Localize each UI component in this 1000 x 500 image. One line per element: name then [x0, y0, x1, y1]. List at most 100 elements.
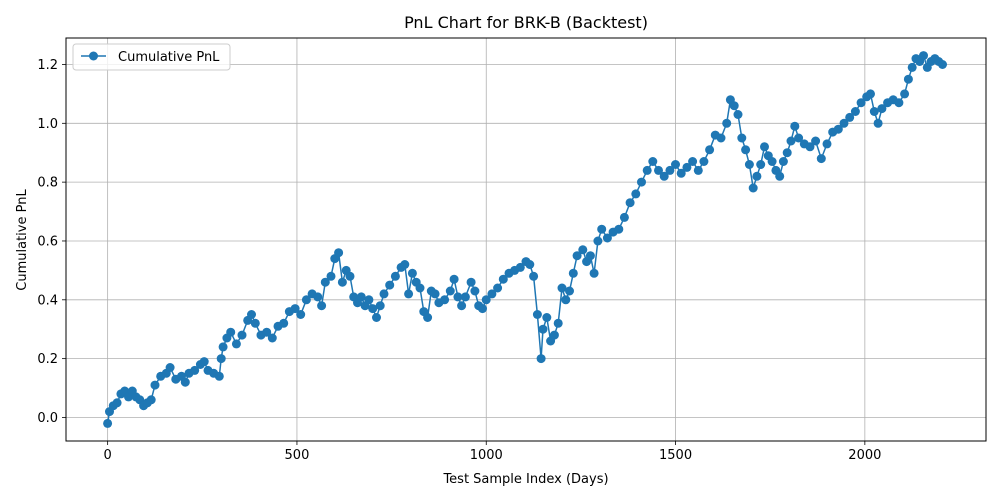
x-tick-label: 2000	[848, 448, 881, 463]
data-point	[415, 283, 425, 293]
data-point	[856, 98, 866, 108]
data-point	[247, 310, 256, 319]
data-point	[676, 168, 686, 178]
legend: Cumulative PnL	[72, 43, 231, 71]
data-point	[705, 145, 715, 155]
data-point	[460, 292, 470, 302]
data-point	[877, 104, 887, 114]
data-point	[326, 271, 336, 281]
data-point	[682, 162, 692, 172]
data-point	[850, 107, 860, 116]
data-point	[716, 133, 726, 143]
data-point	[320, 277, 330, 287]
data-point	[146, 395, 156, 405]
data-point	[693, 165, 703, 175]
data-point	[112, 398, 122, 408]
data-point	[453, 292, 463, 302]
data-point	[525, 260, 535, 269]
data-point	[869, 107, 879, 116]
data-point	[337, 277, 347, 287]
data-point	[216, 354, 226, 364]
data-point	[811, 136, 821, 146]
data-point	[493, 283, 503, 293]
y-axis-label: Cumulative PnL	[15, 189, 30, 291]
x-axis-label: Test Sample Index (Days)	[442, 472, 608, 487]
data-point	[631, 189, 641, 199]
data-point	[642, 165, 652, 175]
data-point	[756, 160, 766, 169]
data-point	[190, 365, 200, 375]
data-point	[538, 324, 548, 334]
data-point	[782, 148, 792, 158]
data-point	[237, 330, 247, 340]
data-point	[822, 139, 832, 149]
data-point	[744, 160, 754, 169]
data-point	[752, 171, 762, 181]
data-point	[498, 274, 508, 284]
data-point	[919, 51, 928, 61]
data-point	[794, 133, 804, 143]
data-point	[379, 289, 389, 299]
data-point	[593, 236, 603, 246]
data-point	[165, 363, 175, 372]
data-point	[313, 292, 323, 302]
data-point	[778, 157, 788, 166]
data-point	[625, 198, 635, 208]
data-point	[407, 268, 417, 278]
data-point	[440, 295, 450, 305]
ticks-layer: 0 500 1000 1500 2000 0.0 0.2 0.4 0.6 0.8 1.0 1.2	[37, 58, 881, 463]
data-point	[775, 171, 785, 181]
data-point	[231, 339, 241, 349]
data-point	[481, 295, 491, 305]
data-point	[529, 271, 539, 281]
data-point	[648, 157, 658, 166]
data-point	[449, 274, 459, 284]
data-point	[722, 118, 732, 128]
data-point	[372, 313, 381, 322]
data-point	[301, 295, 311, 305]
data-point	[614, 224, 624, 234]
data-point	[250, 318, 260, 328]
data-point	[536, 354, 546, 364]
data-point	[729, 101, 739, 111]
x-tick-label: 0	[104, 448, 112, 463]
data-point	[597, 224, 607, 234]
data-point	[786, 136, 796, 146]
data-point	[845, 112, 855, 122]
data-point	[585, 251, 595, 261]
data-point	[385, 280, 395, 290]
y-tick-label: 1.2	[37, 58, 58, 73]
data-point	[816, 154, 826, 164]
data-point	[542, 313, 552, 322]
data-point	[404, 289, 414, 299]
data-point	[214, 371, 224, 381]
legend-box	[72, 43, 231, 71]
data-point	[561, 295, 571, 305]
x-tick-label: 500	[285, 448, 310, 463]
data-point	[572, 251, 582, 261]
data-point	[279, 318, 289, 328]
data-point	[568, 268, 578, 278]
x-tick-label: 1000	[470, 448, 503, 463]
data-point	[445, 286, 455, 296]
data-point	[103, 418, 113, 428]
data-point	[873, 118, 883, 128]
data-point	[619, 212, 629, 222]
data-point	[637, 177, 646, 187]
data-point	[487, 289, 497, 299]
data-point	[375, 301, 385, 311]
data-point	[150, 380, 160, 390]
chart-title: PnL Chart for BRK-B (Backtest)	[404, 13, 648, 32]
legend-label: Cumulative PnL	[118, 50, 220, 65]
data-point	[589, 268, 599, 278]
data-point	[790, 121, 800, 131]
data-point	[805, 142, 815, 152]
y-tick-label: 0.2	[37, 352, 58, 367]
data-point	[557, 283, 567, 293]
data-point	[368, 304, 378, 314]
data-point	[226, 327, 236, 337]
data-point	[262, 327, 272, 337]
data-point	[839, 118, 849, 128]
